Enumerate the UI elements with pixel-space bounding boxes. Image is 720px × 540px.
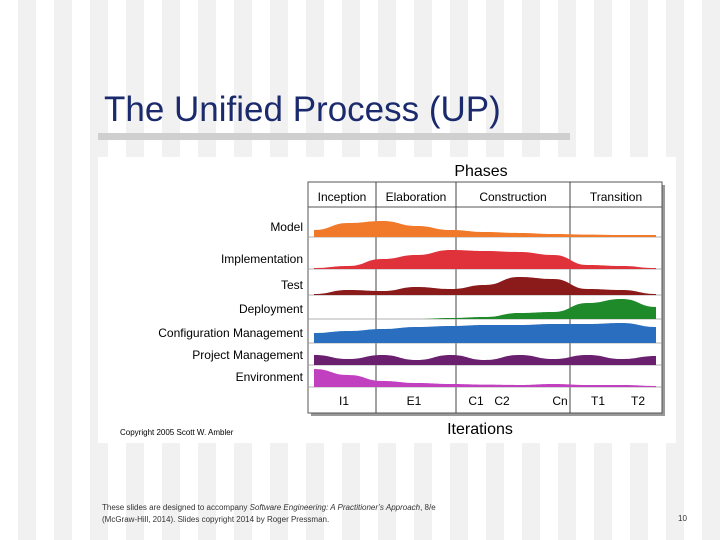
frame-box	[307, 181, 663, 414]
discipline-area	[314, 277, 656, 295]
copyright-text: Copyright 2005 Scott W. Ambler	[120, 428, 234, 437]
slide-title: The Unified Process (UP)	[104, 90, 501, 129]
title-underline	[98, 133, 570, 140]
iteration-label: Cn	[552, 394, 567, 408]
discipline-area	[314, 369, 656, 387]
iteration-label: C2	[494, 394, 510, 408]
iteration-label: T1	[591, 394, 605, 408]
discipline-area	[314, 323, 656, 343]
discipline-label: Project Management	[192, 348, 303, 362]
footer-book-title: Software Engineering: A Practitioner’s A…	[249, 503, 421, 512]
footer-text-post: , 8/e	[420, 503, 436, 512]
iteration-label: T2	[631, 394, 645, 408]
iteration-label: E1	[407, 394, 422, 408]
phases-header: Phases	[454, 163, 507, 180]
footer-line-2: (McGraw-Hill, 2014). Slides copyright 20…	[102, 515, 330, 524]
discipline-area	[314, 221, 656, 237]
discipline-label: Environment	[236, 370, 304, 384]
discipline-label: Model	[270, 220, 303, 234]
iteration-label: C1	[468, 394, 484, 408]
discipline-area	[314, 299, 656, 319]
iterations-label: Iterations	[447, 421, 513, 438]
phase-label: Transition	[590, 190, 642, 204]
discipline-label: Configuration Management	[158, 326, 303, 340]
discipline-area	[314, 355, 656, 365]
discipline-area	[314, 250, 656, 269]
discipline-label: Test	[281, 278, 304, 292]
iteration-label: I1	[339, 394, 349, 408]
discipline-rows: Model Implementation Test Deployment Configu…	[158, 220, 656, 387]
phase-labels: Inception Elaboration Construction Transiti…	[318, 190, 642, 204]
discipline-label: Deployment	[239, 302, 304, 316]
discipline-label: Implementation	[221, 252, 303, 266]
phase-label: Inception	[318, 190, 367, 204]
footer-line-1: These slides are designed to accompany S…	[102, 502, 436, 514]
phase-label: Construction	[479, 190, 546, 204]
phase-label: Elaboration	[386, 190, 447, 204]
page-number: 10	[678, 514, 687, 523]
iteration-labels: I1 E1 C1 C2 Cn T1 T2	[339, 394, 645, 408]
footer-text-pre: These slides are designed to accompany	[102, 503, 250, 512]
unified-process-diagram: Phases Inception Elaboration Construction T…	[98, 157, 676, 443]
slide-footer: These slides are designed to accompany S…	[102, 502, 436, 526]
